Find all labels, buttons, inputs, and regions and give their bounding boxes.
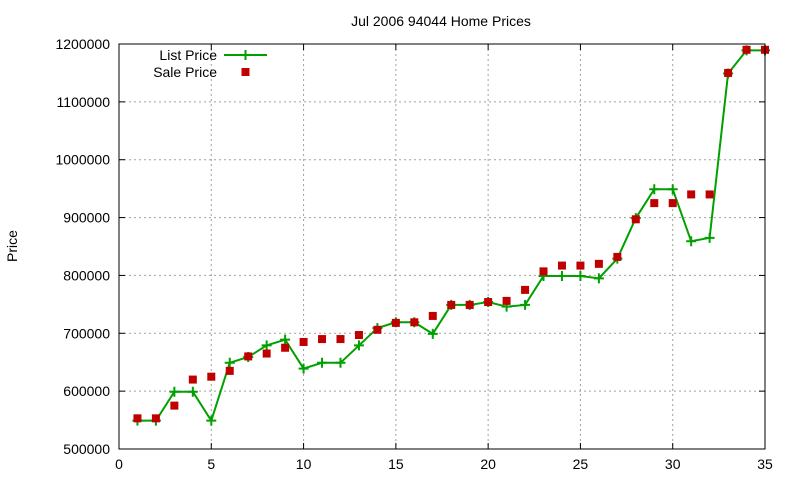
y-axis-label: Price [4, 230, 20, 262]
y-tick-label: 700000 [63, 325, 110, 341]
list-price-point [298, 363, 309, 374]
list-price-point [317, 357, 328, 368]
sale-price-point [502, 296, 511, 305]
legend-label: Sale Price [153, 64, 217, 80]
series-layer [132, 45, 770, 426]
x-tick-label: 15 [388, 456, 404, 472]
legend-square-marker [241, 68, 250, 76]
y-tick-label: 1100000 [57, 94, 111, 110]
list-price-point [187, 386, 198, 397]
sale-price-point [484, 298, 493, 307]
sale-price-point [428, 311, 437, 320]
x-tick-label: 30 [665, 456, 681, 472]
sale-price-point [244, 352, 253, 361]
sale-price-point [170, 401, 179, 410]
plot-frame [118, 43, 766, 450]
y-tick-label: 600000 [63, 383, 110, 399]
list-price-point [704, 232, 715, 243]
list-price-point [335, 357, 346, 368]
sale-price-point [613, 252, 622, 261]
y-tick-label: 1200000 [55, 36, 110, 52]
sale-price-point [742, 45, 751, 54]
x-tick-label: 0 [115, 456, 123, 472]
sale-price-point [705, 190, 714, 199]
sale-price-point [373, 325, 382, 334]
list-price-point [169, 386, 180, 397]
list-price-point [353, 340, 364, 351]
list-price-point [427, 328, 438, 339]
y-tick-label: 500000 [63, 441, 110, 457]
list-price-point [206, 415, 217, 426]
x-tick-label: 5 [207, 456, 215, 472]
sale-price-point [188, 375, 197, 384]
tick-labels: 0 5 10 15 20 25 30 35 500000 600000 700000 800000 90… [55, 36, 773, 472]
sale-price-point [318, 335, 327, 344]
x-tick-label: 10 [296, 456, 312, 472]
legend-plus-marker [240, 50, 251, 60]
sale-price-point [225, 366, 234, 375]
list-price-point [280, 334, 291, 345]
list-price-point [649, 184, 660, 195]
sale-price-point [631, 215, 640, 224]
grid-lines [119, 44, 765, 449]
x-tick-label: 35 [757, 456, 773, 472]
sale-price-point [133, 414, 142, 423]
sale-price-point [262, 349, 271, 358]
list-price-point [593, 273, 604, 284]
sale-price-point [650, 199, 659, 208]
sale-price-point [687, 190, 696, 199]
sale-price-point [576, 261, 585, 270]
sale-price-point [521, 285, 530, 294]
list-price-line [137, 49, 765, 423]
sale-price-point [207, 372, 216, 381]
chart-title: Jul 2006 94044 Home Prices [351, 13, 531, 29]
sale-price-point [724, 68, 733, 77]
axis-ticks [118, 43, 766, 450]
x-tick-label: 25 [573, 456, 589, 472]
list-price-point [575, 271, 586, 282]
y-tick-label: 800000 [63, 267, 110, 283]
sale-price-point [447, 300, 456, 309]
sale-price-point [281, 343, 290, 352]
y-tick-label: 900000 [63, 210, 110, 226]
x-tick-label: 20 [480, 456, 496, 472]
sale-price-point [668, 199, 677, 208]
sale-price-point [465, 300, 474, 309]
y-tick-label: 1000000 [55, 152, 110, 168]
sale-price-point [391, 318, 400, 327]
sale-price-point [410, 318, 419, 327]
sale-price-point [594, 259, 603, 268]
list-price-point [556, 271, 567, 282]
sale-price-point [336, 335, 345, 344]
sale-price-point [151, 414, 160, 423]
list-price-point [224, 357, 235, 368]
sale-price-point [299, 337, 308, 346]
sale-price-point [539, 267, 548, 276]
sale-price-point [557, 261, 566, 270]
list-price-point [520, 299, 531, 310]
sale-price-point [354, 331, 363, 340]
legend-label: List Price [159, 47, 217, 63]
list-price-point [261, 340, 272, 351]
list-price-point [667, 184, 678, 195]
list-price-point [686, 236, 697, 247]
